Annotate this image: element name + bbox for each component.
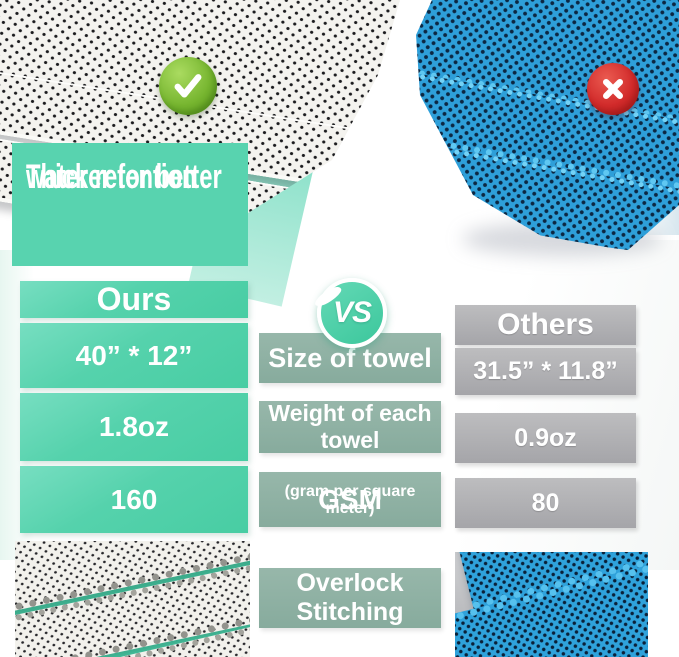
ours-gsm-value: 160 [110,483,158,515]
cross-icon [603,79,623,99]
others-gsm-cell: 80 [455,478,636,528]
blue-towel-photo [416,0,679,250]
ours-weight-value: 1.8oz [98,411,170,442]
criterion-stitching-label: Overlock Stitching [259,568,441,628]
criterion-gsm-subtext: (gram per square meter) [284,482,416,517]
criterion-gsm-label: GSM (gram per square meter) [259,472,441,527]
ours-size-cell: 40” * 12” [20,323,248,388]
others-header-label: Others [497,308,594,341]
check-icon [174,74,202,98]
others-weight-cell: 0.9oz [455,413,636,463]
ours-weight-cell: 1.8oz [20,393,248,461]
ours-stitching-photo [15,541,250,657]
criterion-gsm-text: GSM [318,483,382,515]
others-gsm-value: 80 [531,488,560,517]
others-size-value: 31.5” * 11.8” [473,357,618,385]
ours-gsm-cell: 160 [20,466,248,533]
cross-badge [587,63,639,115]
ours-size-value: 40” * 12” [75,339,193,371]
criterion-weight-text: Weight of each towel [268,400,432,453]
check-badge [159,57,217,115]
others-size-cell: 31.5” * 11.8” [455,348,636,395]
vs-badge: VS [317,278,387,348]
headline-banner: Thicker for better water retention [12,143,248,266]
vs-label: VS [332,296,372,329]
criterion-stitching-text: Overlock Stitching [296,569,404,626]
others-column-header: Others [455,305,636,345]
others-stitching-photo [455,552,648,657]
headline-line1: Thicker for better [26,158,222,196]
ours-column-header: Ours [20,281,248,318]
headline-line2: water retention [26,158,197,196]
others-weight-value: 0.9oz [514,423,577,452]
criterion-weight-label: Weight of each towel [259,400,441,453]
ours-header-label: Ours [96,281,172,317]
